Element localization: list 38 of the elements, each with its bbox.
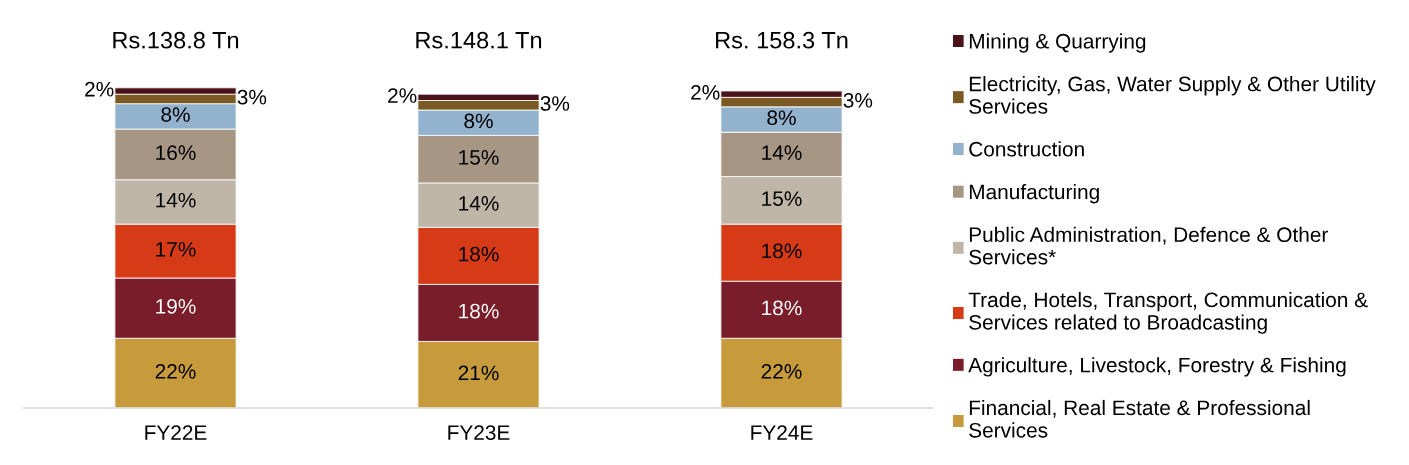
data-label: 8%	[767, 110, 796, 126]
data-label: 18%	[459, 303, 499, 319]
data-label: 2%	[85, 81, 114, 97]
legend-label: Manufacturing	[969, 183, 1099, 204]
data-label: 22%	[155, 363, 196, 379]
data-label: 3%	[237, 89, 267, 105]
data-label: 3%	[540, 96, 570, 111]
legend-label: Mining & Quarrying	[969, 33, 1146, 53]
legend-label: Public Administration, Defence & Other Services*	[969, 226, 1328, 265]
data-label: 16%	[156, 145, 196, 160]
x-tick-label: FY24E	[751, 425, 813, 440]
data-label: 14%	[762, 145, 802, 160]
text: Rs.138.8 Tn	[113, 31, 239, 49]
data-label: 18%	[459, 246, 499, 262]
data-label: 15%	[459, 150, 499, 165]
legend-label: Electricity, Gas, Water Supply & Other Utility Services	[969, 76, 1376, 114]
legend-label: Construction	[969, 141, 1084, 157]
data-label: 8%	[464, 113, 493, 129]
data-label: 18%	[762, 300, 802, 316]
data-label: 21%	[458, 365, 499, 381]
data-label: 17%	[156, 242, 196, 257]
data-label: 14%	[156, 192, 196, 208]
data-label: 2%	[388, 88, 417, 103]
x-tick-label: FY23E	[448, 425, 510, 440]
text: Rs.148.1 Tn	[416, 31, 542, 49]
data-label: 8%	[161, 107, 190, 122]
x-tick-label: FY22E	[145, 425, 207, 440]
data-label: 22%	[761, 363, 802, 379]
data-label: 3%	[843, 92, 873, 108]
data-label: 14%	[459, 196, 499, 211]
legend-label: Trade, Hotels, Transport, Communication & Services related to Broadcasting	[968, 291, 1368, 334]
data-label: 2%	[691, 85, 720, 100]
legend-label: Financial, Real Estate & Professional Services	[969, 399, 1310, 438]
data-label: 15%	[762, 191, 802, 206]
data-label: 19%	[156, 298, 196, 314]
data-label: 18%	[762, 243, 802, 259]
text: Rs. 158.3 Tn	[716, 31, 848, 49]
legend-label: Agriculture, Livestock, Forestry & Fishing	[968, 357, 1346, 377]
